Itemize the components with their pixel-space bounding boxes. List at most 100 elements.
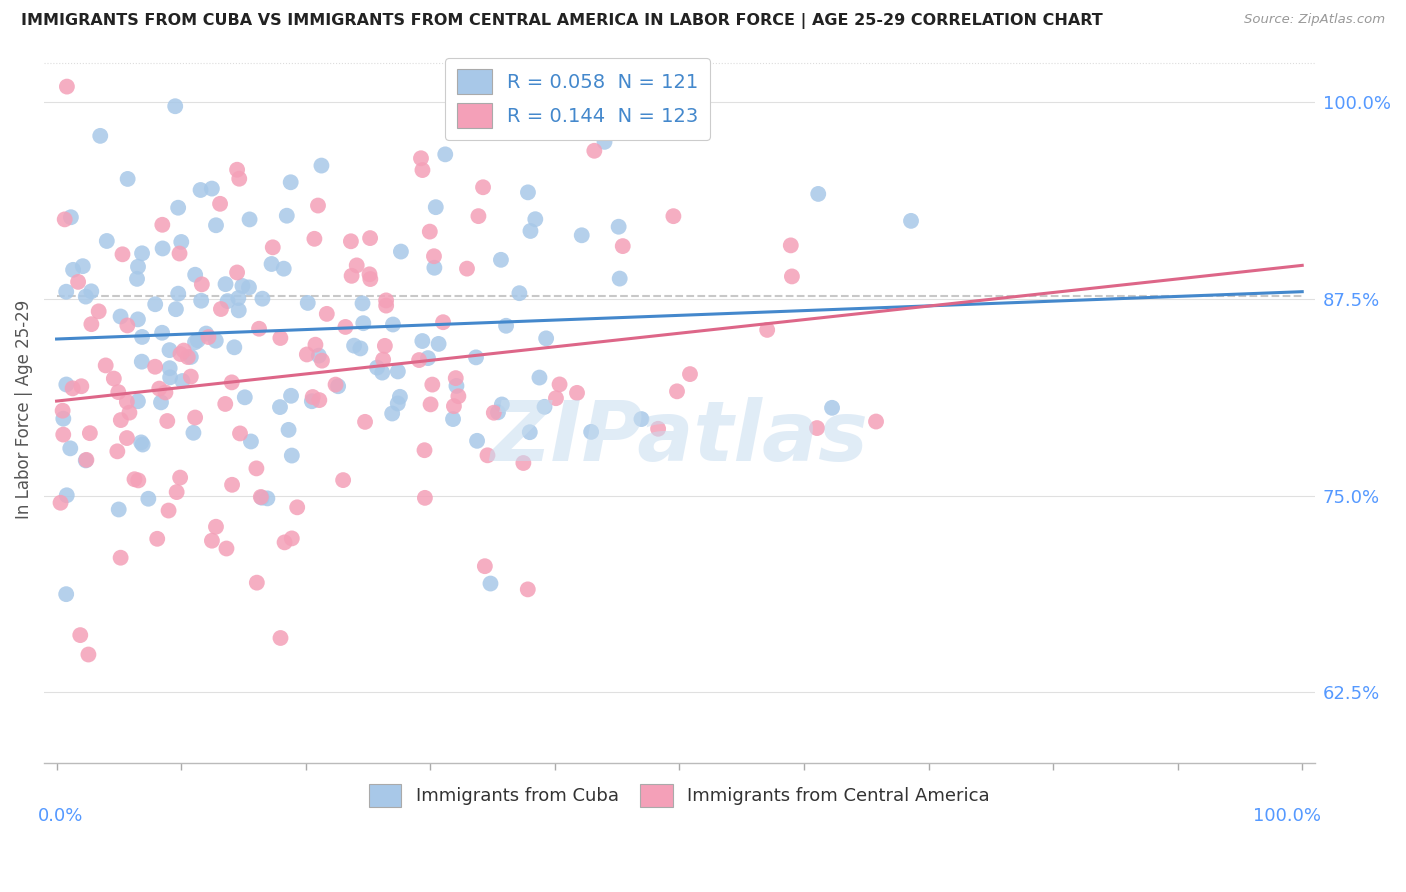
Point: [508, 286, 530, 301]
Point: [516, 582, 538, 597]
Point: [62, 381, 84, 395]
Point: [214, 397, 236, 411]
Point: [150, 326, 173, 340]
Point: [184, 268, 207, 282]
Point: [55, 488, 77, 502]
Point: [427, 337, 450, 351]
Point: [166, 485, 188, 500]
Point: [159, 343, 181, 358]
Point: [280, 175, 302, 189]
Point: [371, 366, 394, 380]
Point: [434, 147, 457, 161]
Point: [425, 200, 447, 214]
Point: [115, 431, 138, 445]
Point: [519, 224, 541, 238]
Point: [517, 186, 540, 200]
Point: [419, 397, 441, 411]
Point: [167, 286, 190, 301]
Point: [467, 209, 489, 223]
Point: [325, 377, 347, 392]
Point: [280, 389, 302, 403]
Point: [315, 307, 337, 321]
Point: [221, 376, 243, 390]
Point: [281, 532, 304, 546]
Point: [352, 316, 374, 330]
Point: [256, 491, 278, 506]
Point: [411, 334, 433, 348]
Point: [217, 294, 239, 309]
Point: [409, 151, 432, 165]
Point: [381, 407, 404, 421]
Point: [159, 370, 181, 384]
Point: [806, 421, 828, 435]
Point: [110, 310, 132, 324]
Point: [152, 242, 174, 256]
Point: [474, 559, 496, 574]
Point: [205, 520, 228, 534]
Text: Source: ZipAtlas.com: Source: ZipAtlas.com: [1244, 13, 1385, 27]
Point: [352, 296, 374, 310]
Point: [107, 385, 129, 400]
Point: [423, 249, 446, 263]
Point: [233, 390, 256, 404]
Point: [157, 503, 180, 517]
Legend: Immigrants from Cuba, Immigrants from Central America: Immigrants from Cuba, Immigrants from Ce…: [361, 776, 997, 814]
Point: [87, 304, 110, 318]
Point: [374, 339, 396, 353]
Point: [489, 252, 512, 267]
Point: [281, 449, 304, 463]
Point: [446, 379, 468, 393]
Point: [195, 326, 218, 341]
Point: [519, 425, 541, 440]
Point: [593, 135, 616, 149]
Point: [118, 406, 141, 420]
Point: [49, 496, 72, 510]
Point: [756, 323, 779, 337]
Point: [52, 403, 75, 417]
Point: [67, 275, 90, 289]
Point: [297, 296, 319, 310]
Point: [335, 320, 357, 334]
Point: [224, 340, 246, 354]
Point: [238, 280, 260, 294]
Point: [252, 292, 274, 306]
Text: ZIPatlas: ZIPatlas: [491, 397, 869, 478]
Point: [472, 180, 495, 194]
Point: [533, 400, 555, 414]
Point: [53, 212, 76, 227]
Point: [138, 491, 160, 506]
Point: [443, 399, 465, 413]
Point: [465, 434, 488, 448]
Point: [115, 394, 138, 409]
Point: [524, 212, 547, 227]
Point: [226, 265, 249, 279]
Point: [197, 330, 219, 344]
Point: [311, 353, 333, 368]
Point: [150, 218, 173, 232]
Point: [62, 263, 84, 277]
Point: [180, 369, 202, 384]
Point: [295, 347, 318, 361]
Point: [56, 79, 79, 94]
Point: [311, 159, 333, 173]
Point: [155, 385, 177, 400]
Point: [359, 231, 381, 245]
Point: [228, 303, 250, 318]
Point: [482, 406, 505, 420]
Point: [387, 364, 409, 378]
Point: [59, 442, 82, 456]
Point: [477, 448, 499, 462]
Point: [239, 212, 262, 227]
Point: [209, 196, 232, 211]
Point: [548, 377, 571, 392]
Point: [52, 411, 75, 425]
Point: [228, 171, 250, 186]
Point: [389, 244, 412, 259]
Point: [413, 443, 436, 458]
Point: [432, 315, 454, 329]
Point: [444, 371, 467, 385]
Point: [201, 533, 224, 548]
Point: [612, 239, 634, 253]
Point: [59, 211, 82, 225]
Point: [107, 502, 129, 516]
